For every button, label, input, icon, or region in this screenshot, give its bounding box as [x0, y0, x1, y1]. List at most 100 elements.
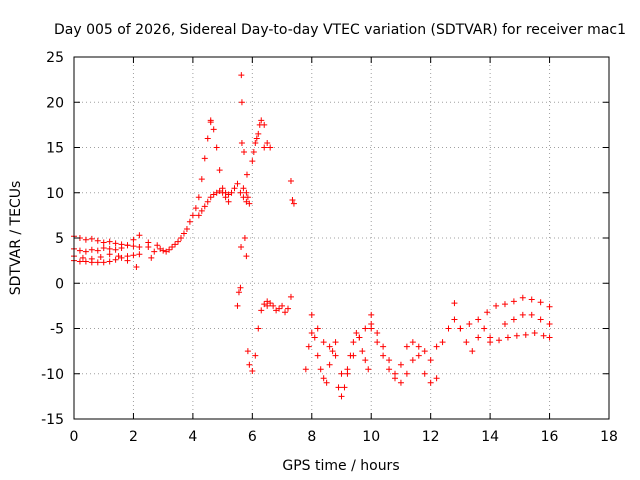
data-point [112, 246, 119, 253]
data-point [88, 235, 95, 242]
y-tick-label: 15 [46, 141, 64, 157]
data-point [504, 334, 511, 341]
data-point [380, 352, 387, 359]
data-point [320, 375, 327, 382]
data-point [519, 294, 526, 301]
data-point [519, 311, 526, 318]
data-point [335, 384, 342, 391]
data-point [386, 366, 393, 373]
data-point [386, 357, 393, 364]
data-point [427, 379, 434, 386]
data-point [160, 247, 167, 254]
data-point [136, 232, 143, 239]
data-point [522, 331, 529, 338]
data-point [231, 185, 238, 192]
data-point [501, 320, 508, 327]
data-point [353, 330, 360, 337]
data-point [124, 242, 131, 249]
data-point [397, 379, 404, 386]
chart-title: Day 005 of 2026, Sidereal Day-to-day VTE… [54, 22, 626, 38]
data-point [332, 352, 339, 359]
data-point [243, 253, 250, 260]
data-point [451, 300, 458, 307]
data-point [314, 325, 321, 332]
data-point [484, 309, 491, 316]
data-point [362, 325, 369, 332]
data-point [246, 361, 253, 368]
data-point [344, 366, 351, 373]
data-point [415, 343, 422, 350]
data-point [82, 258, 89, 265]
data-point [180, 230, 187, 237]
data-point [204, 198, 211, 205]
data-point [350, 339, 357, 346]
data-point [234, 180, 241, 187]
data-point [537, 299, 544, 306]
data-point [469, 348, 476, 355]
data-point [546, 334, 553, 341]
data-point [392, 375, 398, 382]
data-point [261, 144, 268, 151]
data-point [237, 189, 244, 196]
data-point [201, 155, 208, 162]
data-point [341, 384, 348, 391]
data-point [204, 135, 211, 142]
data-point [183, 225, 190, 232]
data-points [71, 72, 553, 400]
data-point [308, 330, 315, 337]
data-point [240, 185, 247, 192]
data-point [151, 248, 158, 255]
data-point [374, 339, 381, 346]
y-tick-label: -5 [50, 322, 64, 338]
data-point [112, 256, 119, 263]
data-point [228, 189, 235, 196]
data-point [207, 194, 214, 201]
data-point [243, 171, 250, 178]
data-point [201, 203, 208, 210]
x-tick-label: 14 [481, 429, 499, 445]
data-point [267, 144, 274, 151]
data-point [189, 212, 196, 219]
y-axis-label: SDTVAR / TECUs [8, 181, 24, 296]
axis-ticks: 0 2 4 6 8 10 12 14 16 18 -15 -10 -5 0 5 10 15 20 25 [41, 50, 618, 445]
data-point [493, 302, 500, 309]
data-point [496, 337, 503, 344]
data-point [350, 352, 357, 359]
data-point [433, 343, 440, 350]
data-point [195, 194, 202, 201]
data-point [255, 130, 262, 137]
y-tick-label: 0 [55, 276, 64, 292]
data-point [317, 366, 324, 373]
data-point [409, 339, 416, 346]
data-point [305, 343, 312, 350]
data-point [289, 196, 296, 203]
x-tick-label: 8 [307, 429, 316, 445]
data-point [421, 348, 428, 355]
data-point [546, 320, 553, 327]
data-point [338, 393, 345, 400]
data-point [403, 370, 410, 377]
data-point [88, 255, 95, 262]
data-point [261, 121, 268, 128]
data-point [323, 379, 330, 386]
data-point [106, 245, 113, 252]
data-point [241, 235, 248, 241]
data-point [255, 325, 262, 332]
data-point [374, 330, 381, 337]
data-point [238, 72, 245, 79]
data-point [279, 302, 286, 309]
data-point [100, 239, 107, 246]
data-point [365, 366, 372, 373]
data-point [253, 135, 260, 142]
data-point [94, 237, 101, 244]
data-point [76, 247, 83, 254]
data-point [192, 205, 199, 212]
data-point [133, 263, 140, 270]
data-point [246, 200, 253, 207]
y-tick-label: 20 [46, 95, 64, 111]
data-point [282, 309, 289, 316]
data-point [463, 339, 470, 346]
data-point [238, 139, 245, 146]
data-point [368, 311, 375, 318]
